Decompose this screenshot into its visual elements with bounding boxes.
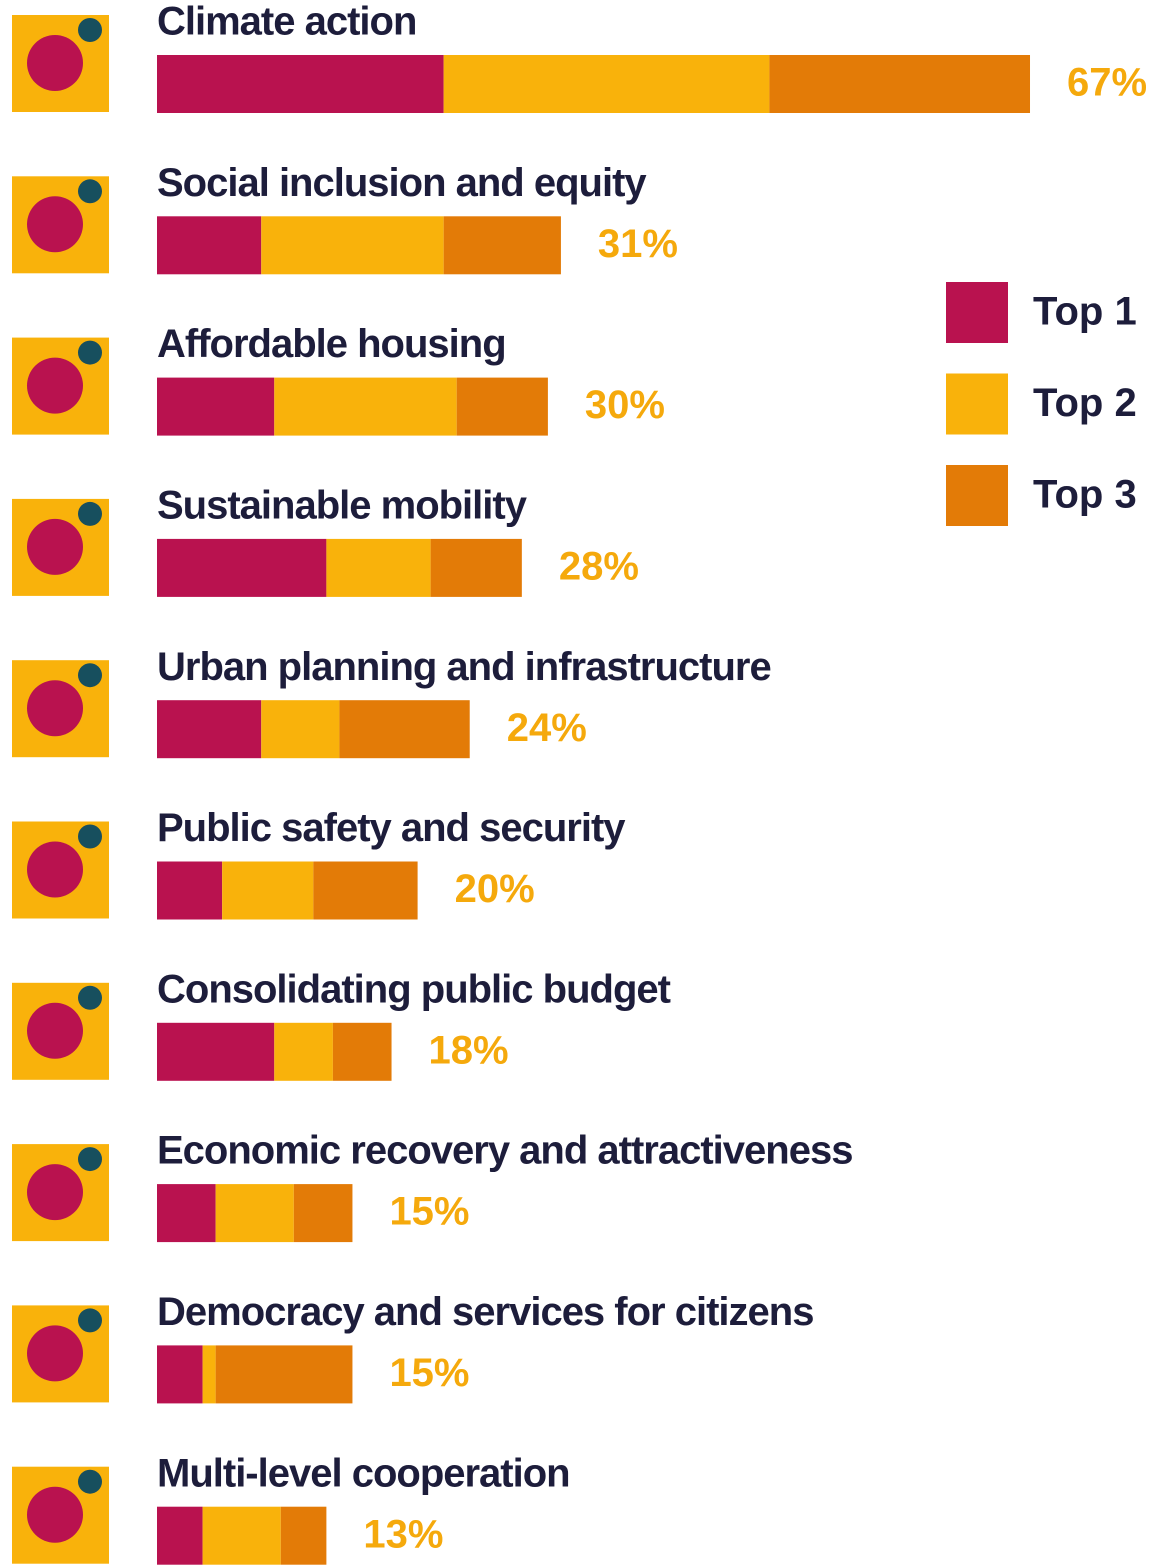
bar-segment (280, 1506, 327, 1565)
icon-shape (27, 196, 83, 253)
bar-segment (157, 216, 262, 275)
bar-segment (274, 1022, 333, 1081)
icon-shape (27, 680, 83, 737)
icon-shape (27, 1325, 83, 1382)
icon-shape (27, 841, 83, 898)
icon-dot (78, 18, 102, 42)
category-label: Multi-level cooperation (157, 1451, 570, 1495)
icon-dot (78, 340, 102, 365)
bar-segment (332, 1022, 392, 1081)
bar-segment (456, 377, 548, 436)
category-label: Democracy and services for citizens (157, 1290, 813, 1334)
icon-dot (78, 985, 102, 1010)
total-label: 28% (559, 544, 639, 588)
icon-shape (27, 357, 83, 414)
category-label: Urban planning and infrastructure (157, 645, 771, 689)
bar-segment (157, 1345, 203, 1404)
bar-segment (274, 377, 457, 436)
icon-dot (78, 179, 102, 204)
legend-swatch (946, 282, 1008, 343)
category-label: Sustainable mobility (157, 483, 528, 527)
bar-segment (443, 216, 561, 275)
icon-dot (78, 501, 102, 526)
total-label: 13% (363, 1512, 443, 1556)
total-label: 24% (507, 706, 587, 750)
icon-dot (78, 663, 102, 688)
bar-segment (769, 55, 1031, 113)
icon-shape (27, 35, 83, 91)
category-label: Public safety and security (157, 806, 626, 850)
icon-shape (27, 1002, 83, 1059)
legend-label: Top 3 (1033, 473, 1137, 517)
bar-segment (326, 538, 431, 597)
bar-segment (261, 216, 444, 275)
icon-shape (27, 1164, 83, 1221)
legend-swatch (946, 465, 1008, 526)
bar-segment (293, 1184, 353, 1243)
bar-segment (261, 700, 340, 759)
total-label: 20% (455, 867, 535, 911)
total-label: 15% (389, 1190, 469, 1234)
icon-shape (27, 1486, 83, 1543)
bar-segment (157, 55, 444, 113)
legend-swatch (946, 373, 1008, 435)
category-label: Social inclusion and equity (157, 161, 647, 205)
total-label: 31% (598, 222, 678, 266)
bar-segment (157, 377, 275, 436)
category-label: Consolidating public budget (157, 967, 671, 1011)
total-label: 67% (1067, 61, 1147, 105)
bar-segment (202, 1345, 216, 1404)
category-label: Economic recovery and attractiveness (157, 1129, 852, 1173)
bar-segment (339, 700, 470, 759)
bar-segment (430, 538, 522, 597)
bar-segment (215, 1345, 353, 1404)
total-label: 18% (429, 1028, 509, 1072)
total-label: 30% (585, 383, 665, 427)
bar-segment (157, 700, 262, 759)
icon-dot (78, 1308, 102, 1333)
category-label: Affordable housing (157, 322, 506, 366)
bar-segment (157, 538, 327, 597)
bar-segment (222, 861, 314, 920)
icon-dot (78, 1147, 102, 1172)
icon-dot (78, 1469, 102, 1494)
category-label: Climate action (157, 0, 416, 44)
total-label: 15% (389, 1351, 469, 1395)
icon-shape (27, 518, 83, 575)
legend-label: Top 1 (1033, 290, 1137, 334)
bar-segment (443, 55, 770, 113)
bar-segment (157, 861, 223, 920)
bar-segment (215, 1184, 294, 1243)
bar-segment (157, 1506, 203, 1565)
bar-segment (157, 1022, 275, 1081)
bar-segment (313, 861, 418, 920)
legend-label: Top 2 (1033, 381, 1137, 425)
icon-dot (78, 824, 102, 849)
bar-segment (157, 1184, 216, 1243)
bar-segment (202, 1506, 281, 1565)
